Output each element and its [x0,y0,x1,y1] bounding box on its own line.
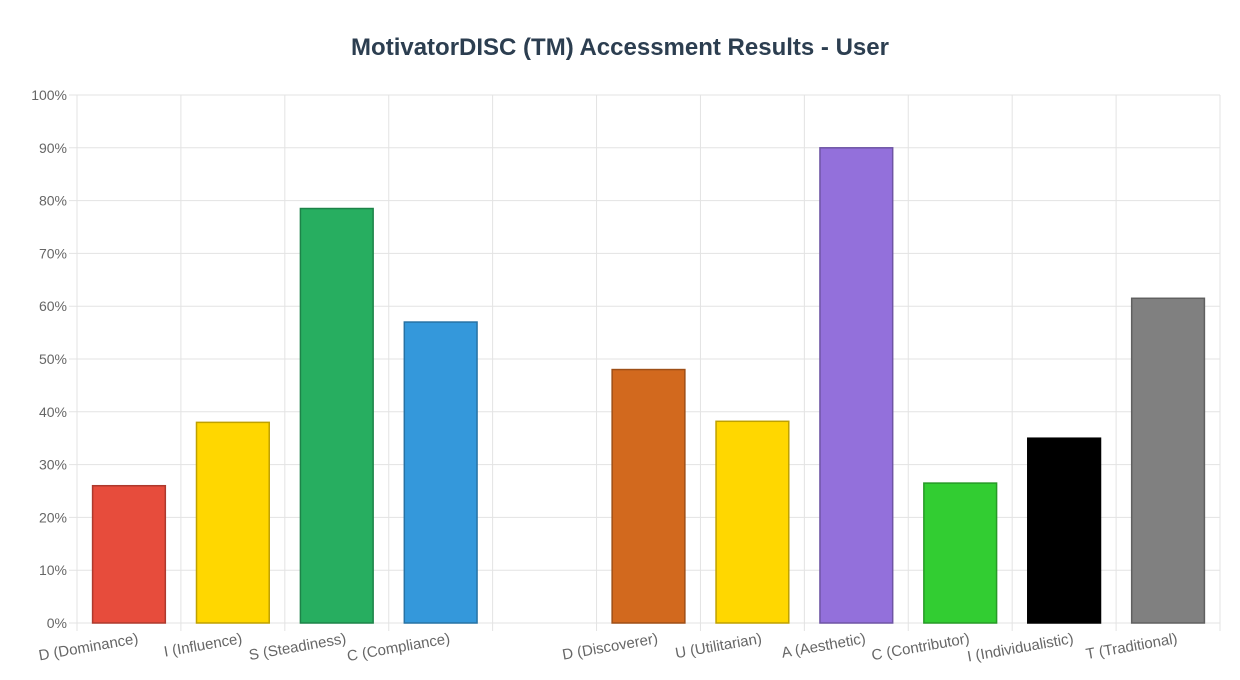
x-axis-labels: D (Dominance) I (Influence) S (Steadiness)… [37,630,1178,665]
chart-title: MotivatorDISC (TM) Accessment Results - … [351,34,889,61]
y-tick-label: 0% [47,615,67,631]
bar [1027,437,1102,624]
bar [403,321,478,624]
x-tick-label: U (Utilitarian) [674,630,763,662]
bar [611,368,686,624]
bar [819,147,894,624]
y-tick-label: 90% [39,140,67,156]
bar [1130,297,1206,624]
y-tick-label: 60% [39,298,67,314]
x-tick-label: S (Steadiness) [248,630,348,664]
x-tick-label: D (Discoverer) [561,630,659,664]
y-tick-label: 80% [39,193,67,209]
x-tick-label: D (Dominance) [37,630,139,664]
x-tick-label: T (Traditional) [1085,630,1179,663]
bar [299,207,374,624]
y-tick-label: 30% [39,457,67,473]
y-tick-label: 20% [39,509,67,525]
x-tick-label: C (Contributor) [870,630,971,664]
y-axis-ticks: 0% 10% 20% 30% 40% 50% 60% 70% 80% 90% 100% [31,87,67,631]
x-tick-label: I (Individualistic) [966,630,1075,665]
bar [91,484,167,624]
y-tick-label: 100% [31,87,67,103]
bar [195,421,270,624]
x-tick-label: C (Compliance) [346,630,452,665]
y-tick-label: 10% [39,562,67,578]
y-tick-label: 40% [39,404,67,420]
y-tick-label: 70% [39,245,67,261]
bars [91,147,1206,624]
x-tick-label: A (Aesthetic) [780,630,867,662]
y-tick-label: 50% [39,351,67,367]
bar [715,420,790,624]
bar [923,482,998,624]
x-tick-label: I (Influence) [163,630,244,660]
